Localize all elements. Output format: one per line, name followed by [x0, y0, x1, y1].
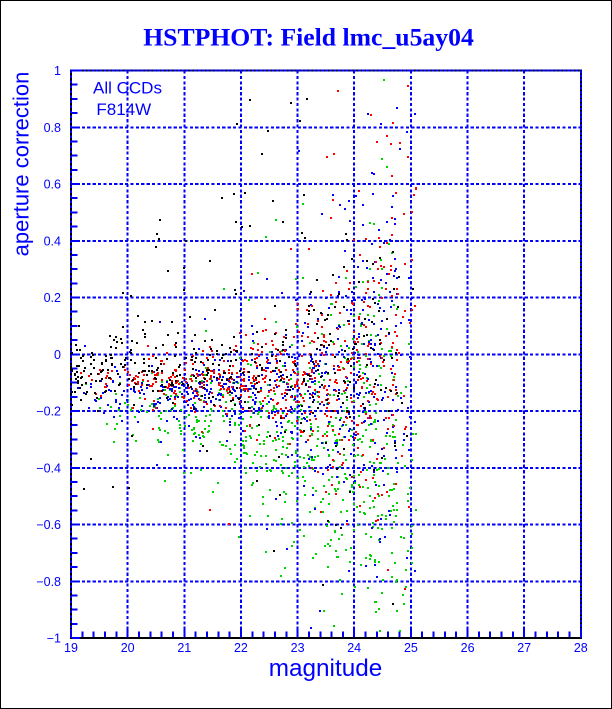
svg-text:aperture correction: aperture correction — [9, 72, 34, 257]
svg-text:20: 20 — [121, 641, 135, 655]
svg-text:23: 23 — [291, 641, 305, 655]
svg-text:All CCDs: All CCDs — [93, 79, 162, 98]
svg-text:−0.2: −0.2 — [36, 405, 61, 419]
svg-text:−0.8: −0.8 — [36, 575, 61, 589]
svg-text:−0.4: −0.4 — [36, 461, 61, 475]
svg-text:0.4: 0.4 — [44, 234, 61, 248]
svg-text:HSTPHOT: Field lmc_u5ay04: HSTPHOT: Field lmc_u5ay04 — [143, 23, 474, 52]
svg-text:0.8: 0.8 — [44, 121, 61, 135]
svg-text:magnitude: magnitude — [269, 655, 382, 682]
svg-text:25: 25 — [404, 641, 418, 655]
svg-text:0: 0 — [54, 348, 61, 362]
svg-text:27: 27 — [517, 641, 531, 655]
svg-text:1: 1 — [54, 64, 61, 78]
svg-text:24: 24 — [347, 641, 361, 655]
svg-text:F814W: F814W — [96, 100, 151, 119]
svg-text:28: 28 — [574, 641, 588, 655]
svg-text:0.6: 0.6 — [44, 178, 61, 192]
svg-text:26: 26 — [461, 641, 475, 655]
svg-text:19: 19 — [64, 641, 78, 655]
svg-text:−1: −1 — [47, 632, 61, 646]
svg-text:22: 22 — [234, 641, 248, 655]
svg-text:0.2: 0.2 — [44, 291, 61, 305]
svg-text:21: 21 — [177, 641, 191, 655]
svg-text:−0.6: −0.6 — [36, 518, 61, 532]
